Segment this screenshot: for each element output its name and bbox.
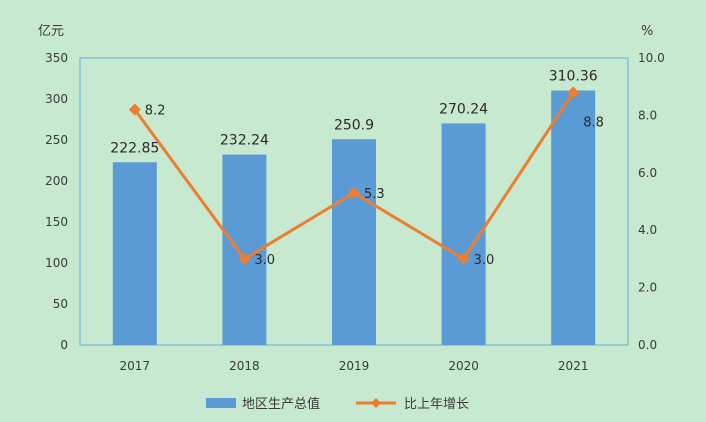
line-data-label: 8.8	[583, 115, 604, 130]
bar	[332, 139, 376, 345]
legend-bar-swatch	[206, 398, 236, 408]
legend-bar-label: 地区生产总值	[242, 396, 320, 412]
legend: 地区生产总值 比上年增长	[206, 396, 469, 412]
right-tick-label: 6.0	[638, 166, 657, 180]
right-tick-label: 2.0	[638, 281, 657, 295]
left-tick-label: 350	[45, 51, 68, 65]
left-tick-label: 200	[45, 174, 68, 188]
line-point	[128, 103, 141, 116]
line-data-label: 5.3	[364, 187, 385, 202]
left-axis-unit: 亿元	[38, 24, 64, 39]
left-tick-label: 50	[53, 297, 68, 311]
right-tick-label: 8.0	[638, 108, 657, 122]
bar-data-label: 310.36	[549, 69, 598, 85]
x-tick-label: 2017	[120, 359, 151, 373]
line-data-label: 8.2	[145, 104, 166, 119]
x-tick-label: 2021	[558, 359, 589, 373]
left-tick-label: 150	[45, 215, 68, 229]
bar-data-label: 270.24	[439, 101, 488, 117]
bar	[112, 162, 157, 345]
right-tick-label: 10.0	[638, 51, 665, 65]
line-data-label: 3.0	[474, 253, 495, 268]
bar-data-label: 222.85	[110, 140, 159, 156]
left-tick-label: 300	[45, 92, 68, 106]
legend-line-marker	[371, 398, 381, 408]
line-point	[348, 186, 360, 199]
right-tick-label: 4.0	[638, 223, 657, 237]
line-data-label: 3.0	[254, 253, 275, 268]
line-point	[567, 86, 580, 99]
left-tick-label: 250	[45, 133, 68, 147]
left-tick-label: 0	[60, 338, 68, 352]
right-tick-label: 0.0	[638, 338, 657, 352]
bar-data-label: 232.24	[220, 133, 269, 149]
x-tick-label: 2018	[229, 359, 260, 373]
line-point	[238, 252, 251, 265]
left-tick-label: 100	[45, 256, 68, 270]
bar-data-label: 250.9	[334, 117, 374, 133]
bar	[551, 90, 596, 346]
line-point	[457, 252, 470, 265]
legend-line-label: 比上年增长	[404, 397, 469, 412]
right-axis-unit: %	[641, 24, 653, 39]
x-tick-label: 2019	[339, 359, 370, 373]
x-tick-label: 2020	[448, 359, 479, 373]
